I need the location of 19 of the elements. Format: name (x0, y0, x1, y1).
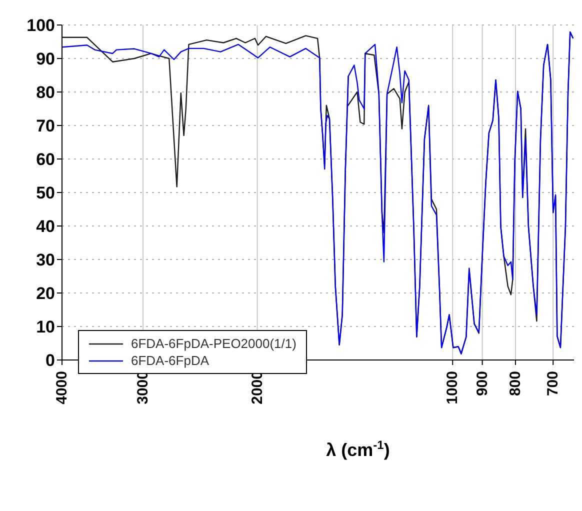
y-tick-label: 20 (36, 284, 55, 304)
y-tick-label: 40 (36, 217, 55, 236)
y-tick-label: 100 (26, 16, 55, 36)
legend-label: 6FDA-6FpDA-PEO2000(1/1) (131, 335, 296, 352)
legend-label: 6FDA-6FpDA (131, 352, 210, 369)
x-tick-label: 700 (544, 371, 562, 396)
y-tick-label: 80 (36, 83, 55, 102)
y-tick-label: 10 (36, 318, 55, 337)
x-tick-label: 1000 (444, 371, 462, 404)
x-tick-label: 900 (474, 371, 491, 396)
x-axis-title: λ (cm$^{-1}$) (326, 438, 390, 460)
x-tick-label: 4000 (54, 371, 70, 404)
y-tick-label: 50 (36, 184, 55, 203)
y-tick-label: 70 (36, 116, 55, 136)
y-tick-label: 30 (36, 250, 55, 270)
y-tick-label: 90 (36, 50, 55, 69)
y-tick-label: 60 (36, 150, 55, 170)
y-tick-label: 0 (46, 351, 55, 370)
x-tick-label: 800 (506, 371, 524, 396)
